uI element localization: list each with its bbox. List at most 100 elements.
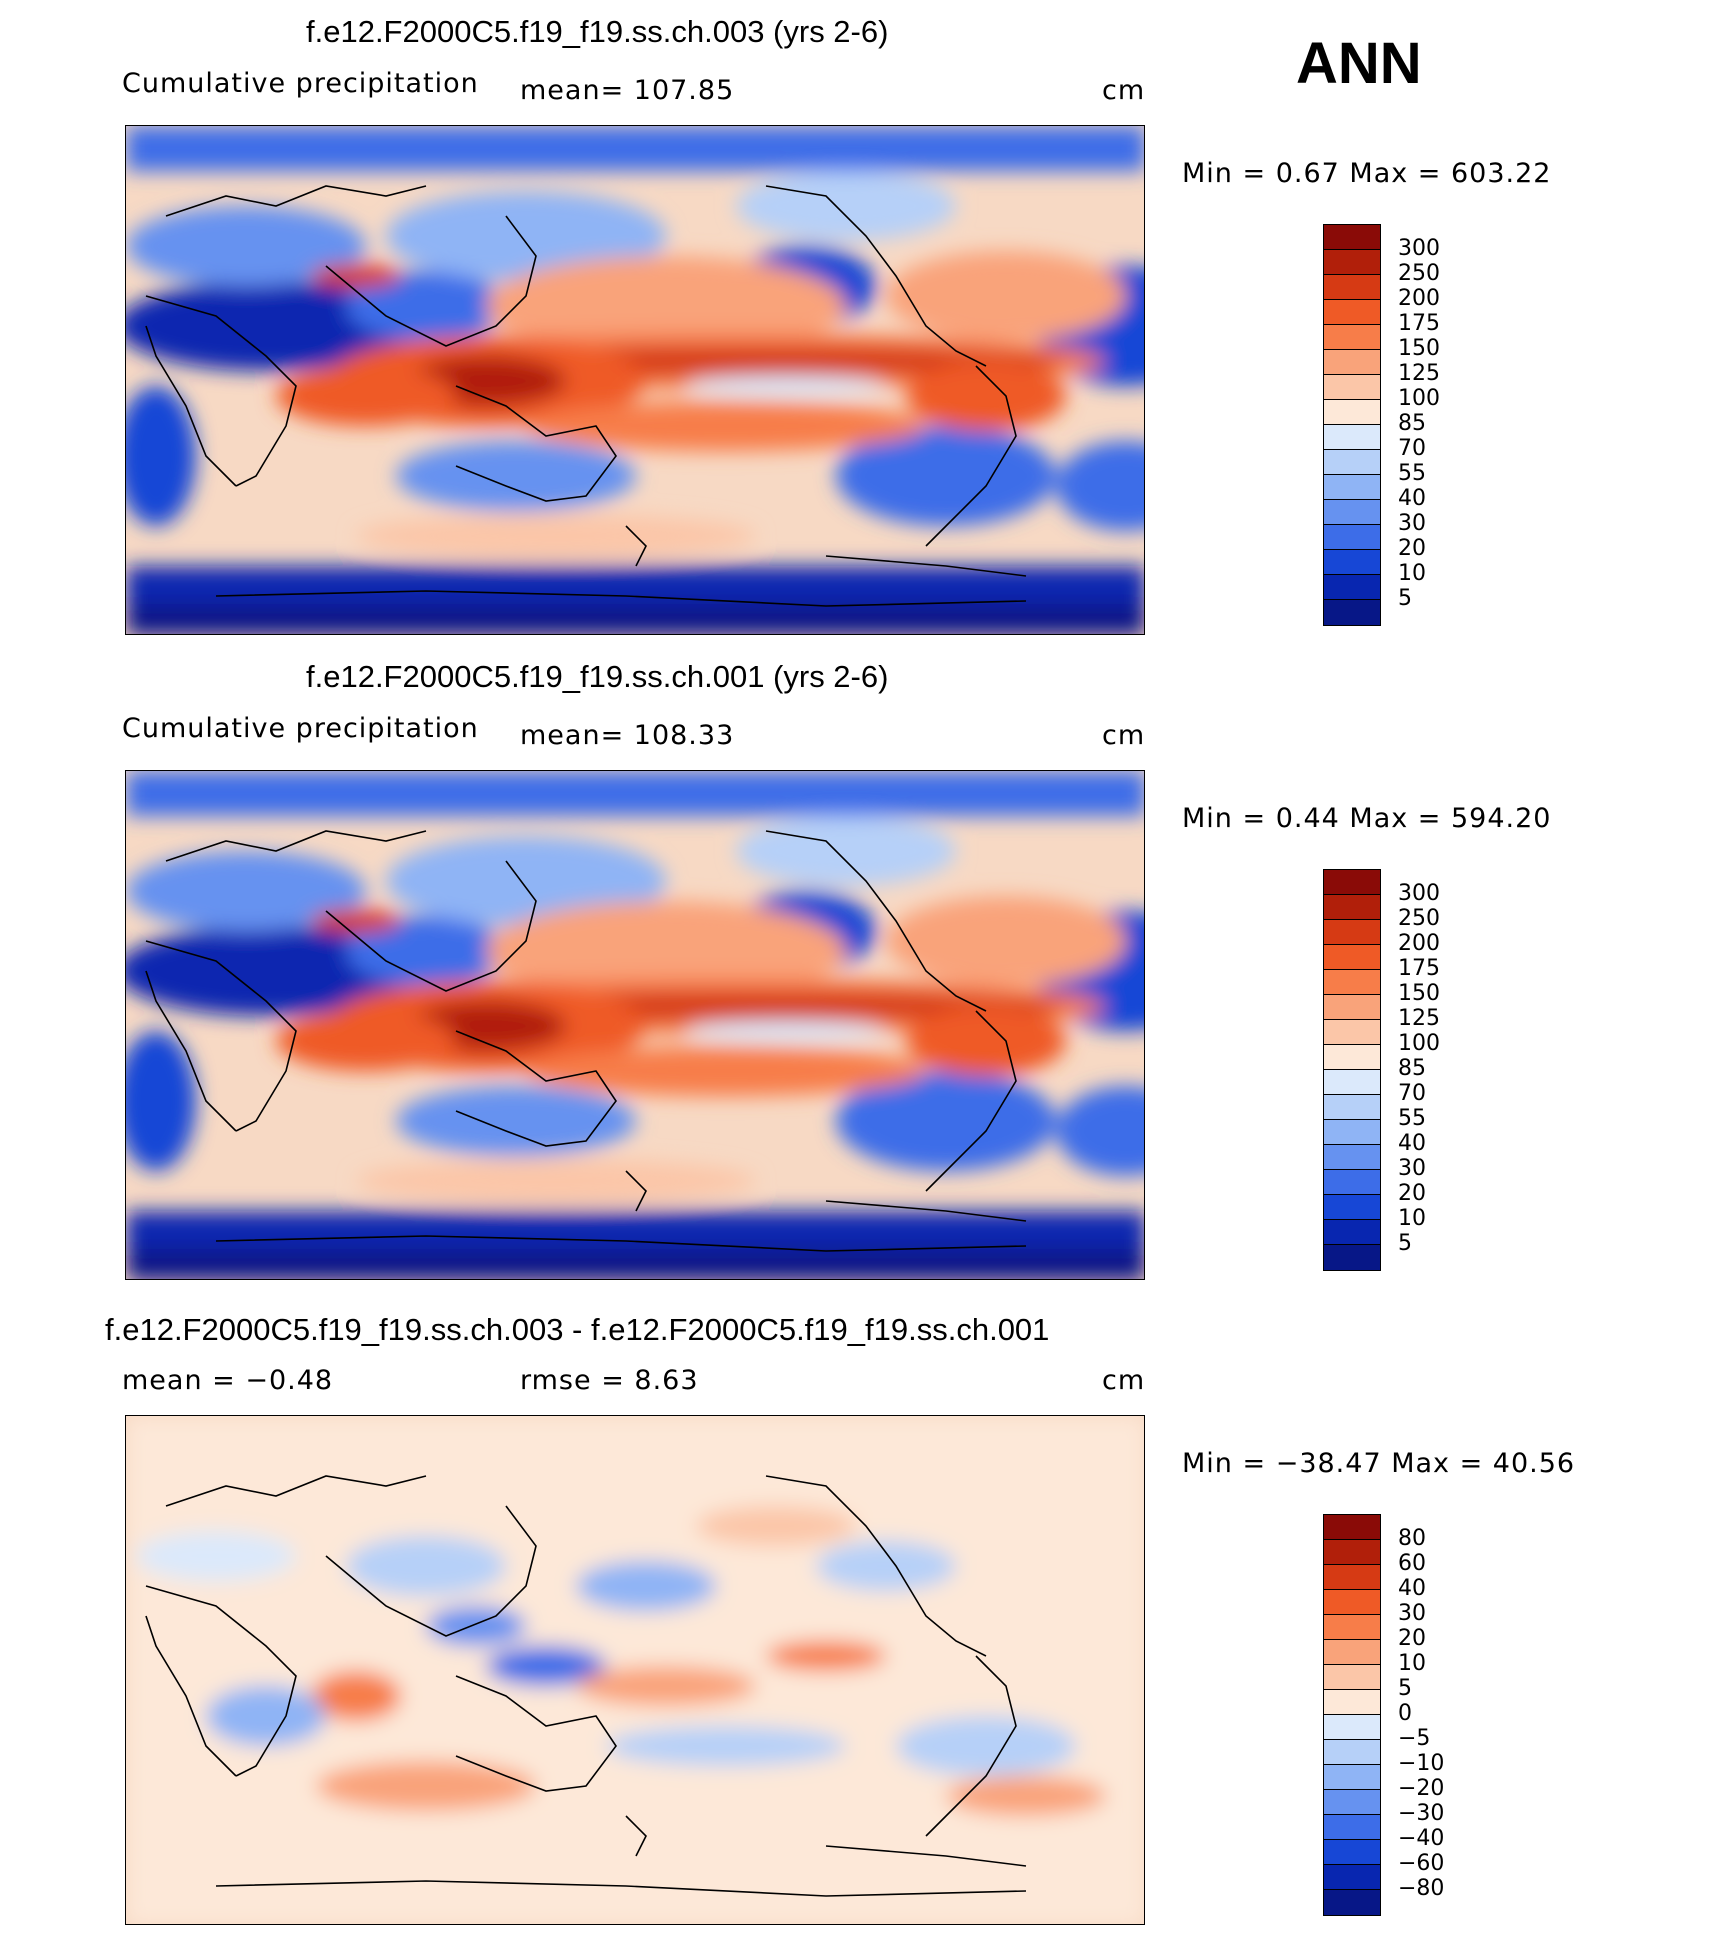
panel3-mean: mean = −0.48 <box>122 1365 334 1396</box>
colorbar-swatch <box>1324 575 1380 600</box>
colorbar-tick-label: 150 <box>1398 336 1440 361</box>
colorbar-tick-label: 200 <box>1398 931 1440 956</box>
colorbar-tick-label: 70 <box>1398 1081 1426 1106</box>
colorbar-swatch <box>1324 895 1380 920</box>
colorbar-tick-label: 10 <box>1398 1651 1426 1676</box>
colorbar-swatch <box>1324 1220 1380 1245</box>
colorbar-tick-label: 40 <box>1398 1576 1426 1601</box>
colorbar-swatch <box>1324 1640 1380 1665</box>
colorbar-swatch <box>1324 500 1380 525</box>
colorbar-tick-label: 175 <box>1398 956 1440 981</box>
colorbar-swatch <box>1324 1095 1380 1120</box>
colorbar-tick-label: 20 <box>1398 1181 1426 1206</box>
colorbar-swatch <box>1324 1120 1380 1145</box>
colorbar-swatch <box>1324 350 1380 375</box>
colorbar-tick-label: 60 <box>1398 1551 1426 1576</box>
colorbar-swatch <box>1324 1840 1380 1865</box>
panel1-mean: mean= 107.85 <box>520 75 735 106</box>
colorbar-swatch <box>1324 600 1380 625</box>
panel3-minmax: Min = −38.47 Max = 40.56 <box>1182 1448 1576 1479</box>
colorbar-tick-label: 5 <box>1398 1231 1412 1256</box>
panel2-left-label: Cumulative precipitation <box>122 713 479 744</box>
colorbar-swatch <box>1324 1890 1380 1915</box>
colorbar-tick-label: 30 <box>1398 1601 1426 1626</box>
panel1-title: f.e12.F2000C5.f19_f19.ss.ch.003 (yrs 2-6… <box>306 14 889 49</box>
colorbar-tick-label: 125 <box>1398 1006 1440 1031</box>
colorbar-swatch <box>1324 1790 1380 1815</box>
panel1-colorbar <box>1323 224 1381 626</box>
colorbar-swatch <box>1324 1565 1380 1590</box>
panel1-left-label: Cumulative precipitation <box>122 68 479 99</box>
colorbar-tick-label: 300 <box>1398 881 1440 906</box>
colorbar-swatch <box>1324 995 1380 1020</box>
colorbar-swatch <box>1324 375 1380 400</box>
colorbar-swatch <box>1324 1665 1380 1690</box>
colorbar-swatch <box>1324 1765 1380 1790</box>
colorbar-tick-label: 100 <box>1398 386 1440 411</box>
colorbar-tick-label: 10 <box>1398 1206 1426 1231</box>
panel3-colorbar <box>1323 1514 1381 1916</box>
colorbar-swatch <box>1324 250 1380 275</box>
colorbar-swatch <box>1324 275 1380 300</box>
colorbar-swatch <box>1324 475 1380 500</box>
colorbar-swatch <box>1324 1540 1380 1565</box>
colorbar-tick-label: 70 <box>1398 436 1426 461</box>
colorbar-swatch <box>1324 425 1380 450</box>
panel2-units: cm <box>1102 720 1146 751</box>
colorbar-swatch <box>1324 1170 1380 1195</box>
colorbar-swatch <box>1324 450 1380 475</box>
panel2-title: f.e12.F2000C5.f19_f19.ss.ch.001 (yrs 2-6… <box>306 659 889 694</box>
panel1-map <box>125 125 1145 635</box>
colorbar-tick-label: −5 <box>1398 1726 1431 1751</box>
colorbar-swatch <box>1324 1515 1380 1540</box>
panel1-units: cm <box>1102 75 1146 106</box>
colorbar-tick-label: 5 <box>1398 1676 1412 1701</box>
colorbar-swatch <box>1324 1815 1380 1840</box>
colorbar-swatch <box>1324 870 1380 895</box>
panel3-title: f.e12.F2000C5.f19_f19.ss.ch.003 - f.e12.… <box>105 1312 1050 1347</box>
colorbar-swatch <box>1324 1590 1380 1615</box>
colorbar-tick-label: 150 <box>1398 981 1440 1006</box>
colorbar-tick-label: −80 <box>1398 1876 1445 1901</box>
colorbar-tick-label: 100 <box>1398 1031 1440 1056</box>
colorbar-swatch <box>1324 1045 1380 1070</box>
colorbar-swatch <box>1324 1865 1380 1890</box>
panel2-colorbar <box>1323 869 1381 1271</box>
colorbar-swatch <box>1324 945 1380 970</box>
colorbar-tick-label: 40 <box>1398 1131 1426 1156</box>
colorbar-swatch <box>1324 1615 1380 1640</box>
colorbar-swatch <box>1324 970 1380 995</box>
colorbar-tick-label: 0 <box>1398 1701 1412 1726</box>
panel1-minmax: Min = 0.67 Max = 603.22 <box>1182 158 1552 189</box>
colorbar-swatch <box>1324 920 1380 945</box>
colorbar-swatch <box>1324 1690 1380 1715</box>
colorbar-tick-label: 20 <box>1398 1626 1426 1651</box>
colorbar-swatch <box>1324 1070 1380 1095</box>
colorbar-tick-label: 250 <box>1398 261 1440 286</box>
colorbar-tick-label: 175 <box>1398 311 1440 336</box>
colorbar-tick-label: 55 <box>1398 461 1426 486</box>
colorbar-swatch <box>1324 525 1380 550</box>
colorbar-tick-label: 200 <box>1398 286 1440 311</box>
colorbar-swatch <box>1324 1740 1380 1765</box>
colorbar-tick-label: 30 <box>1398 511 1426 536</box>
colorbar-tick-label: 300 <box>1398 236 1440 261</box>
colorbar-tick-label: 10 <box>1398 561 1426 586</box>
panel2-map <box>125 770 1145 1280</box>
colorbar-tick-label: −30 <box>1398 1801 1445 1826</box>
colorbar-tick-label: 20 <box>1398 536 1426 561</box>
colorbar-swatch <box>1324 400 1380 425</box>
colorbar-swatch <box>1324 1145 1380 1170</box>
colorbar-tick-label: 85 <box>1398 1056 1426 1081</box>
panel2-mean: mean= 108.33 <box>520 720 735 751</box>
season-label: ANN <box>1296 31 1422 96</box>
colorbar-tick-label: 125 <box>1398 361 1440 386</box>
colorbar-tick-label: 80 <box>1398 1526 1426 1551</box>
colorbar-tick-label: 30 <box>1398 1156 1426 1181</box>
colorbar-swatch <box>1324 1245 1380 1270</box>
colorbar-tick-label: 40 <box>1398 486 1426 511</box>
colorbar-swatch <box>1324 1195 1380 1220</box>
colorbar-swatch <box>1324 225 1380 250</box>
panel3-map <box>125 1415 1145 1925</box>
colorbar-swatch <box>1324 1020 1380 1045</box>
